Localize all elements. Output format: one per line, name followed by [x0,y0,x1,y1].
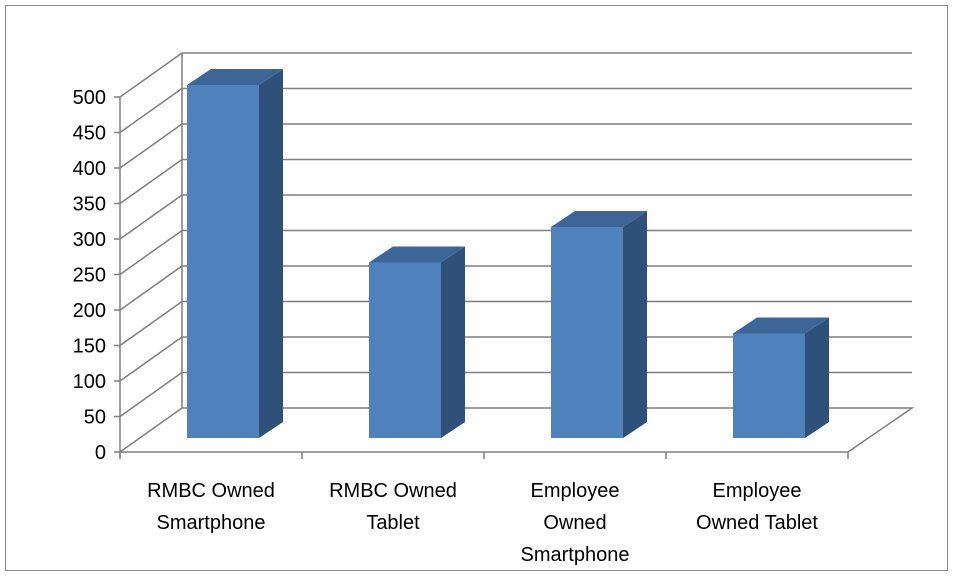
gridline-side [119,265,183,311]
bar-top [187,69,283,85]
x-category-label-line: RMBC Owned [329,480,457,502]
gridline-side [119,229,183,276]
bar-group [733,317,829,438]
gridline-side [119,87,183,134]
y-tick-label: 0 [95,442,106,464]
x-category-label: Employee Owned Smartphone [521,480,630,566]
bars [187,69,829,438]
y-tick-label: 500 [73,87,106,109]
gridline-side [119,336,183,382]
x-category-label-line: Owned Tablet [696,512,818,534]
gridline-side [119,123,183,169]
bar-group [369,246,465,438]
y-tick-label: 250 [73,265,106,287]
y-tick-label: 350 [73,194,106,216]
y-tick-labels: 0 50 100 150 200 250 300 350 400 450 500 [73,87,106,464]
x-category-label-line: RMBC Owned [147,480,275,502]
x-category-label-line: Employee [713,480,802,502]
y-tick-label: 450 [73,123,106,145]
bar [551,227,623,438]
bar-top [733,317,829,334]
bar-top [551,211,647,227]
bar-group [187,69,283,438]
y-tick-label: 100 [73,371,106,393]
bar-group [551,211,647,438]
x-category-label-line: Owned [543,512,606,534]
x-category-label: RMBC Owned Tablet [329,480,457,534]
bar [187,85,259,438]
gridline-side [119,300,183,347]
y-tick-label: 300 [73,229,106,251]
category-labels: RMBC Owned Smartphone RMBC Owned Tablet Empl… [147,480,818,566]
bar-side [805,317,829,438]
gridline-side [119,194,183,240]
bar-side [441,246,465,438]
bar-side [623,211,647,438]
y-tick-label: 200 [73,300,106,322]
bar [733,333,805,438]
gridline-side [119,52,183,98]
x-category-label: RMBC Owned Smartphone [147,480,275,534]
x-category-label-line: Smartphone [157,512,266,534]
axes [114,53,915,459]
chart-frame [5,5,948,571]
x-category-label-line: Tablet [366,512,420,534]
bar-side [259,69,283,438]
x-category-label-line: Smartphone [521,544,630,566]
bar [369,262,441,438]
y-tick-label: 400 [73,158,106,180]
y-tick-label: 150 [73,336,106,358]
floor-outline [119,407,915,453]
x-category-label: Employee Owned Tablet [696,480,818,534]
y-tick-label: 50 [84,407,106,429]
bar-top [369,246,465,263]
gridline-side [119,158,183,205]
x-category-label-line: Employee [531,480,620,502]
gridlines [119,52,912,418]
gridline-side [119,371,183,418]
